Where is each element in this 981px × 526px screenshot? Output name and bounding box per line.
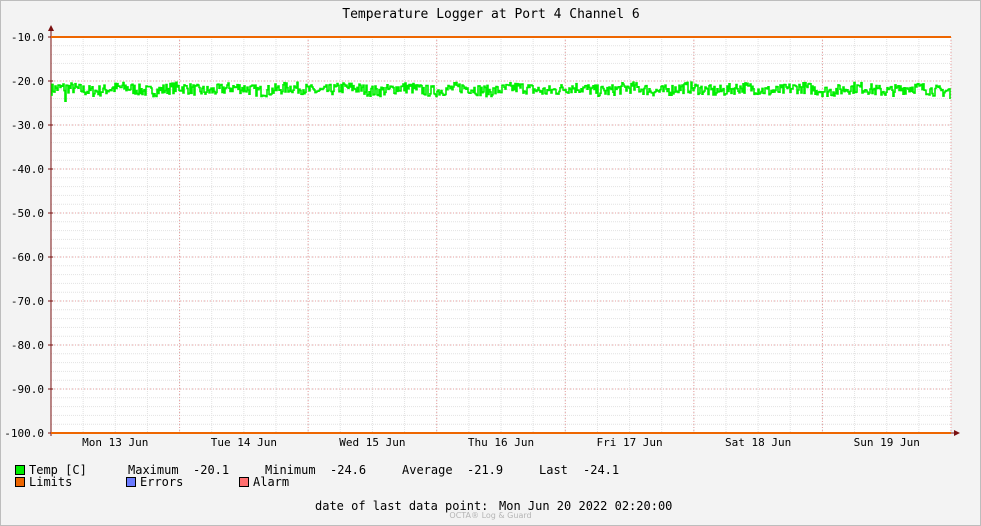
x-tick-label: Thu 16 Jun bbox=[468, 436, 534, 449]
legend-row-series: Limits Errors Alarm bbox=[15, 476, 315, 488]
temp-swatch bbox=[15, 465, 25, 475]
legend-maximum-label: Maximum bbox=[128, 463, 179, 477]
y-axis-arrow bbox=[48, 25, 54, 31]
grid bbox=[50, 36, 952, 434]
y-tick-label: -10.0 bbox=[11, 31, 44, 44]
y-tick-labels: -10.0 -20.0 -30.0 -40.0 -50.0 -60.0 -70.0 -80.0… bbox=[4, 31, 53, 440]
legend-minimum-label: Minimum bbox=[265, 463, 316, 477]
errors-swatch bbox=[126, 477, 136, 487]
last-data-point: date of last data point: Mon Jun 20 2022 … bbox=[315, 499, 672, 513]
last-point-label: date of last data point: bbox=[315, 499, 489, 513]
y-tick-label: -100.0 bbox=[4, 427, 44, 440]
x-tick-label: Wed 15 Jun bbox=[339, 436, 405, 449]
legend-alarm-label: Alarm bbox=[253, 475, 290, 489]
legend-minimum-value: -24.6 bbox=[330, 463, 367, 477]
y-tick-label: -20.0 bbox=[11, 75, 44, 88]
watermark: OCTA® Log & Guard bbox=[449, 511, 532, 520]
temp-line bbox=[51, 81, 951, 102]
y-tick-label: -60.0 bbox=[11, 251, 44, 264]
x-tick-label: Tue 14 Jun bbox=[211, 436, 277, 449]
limits-swatch bbox=[15, 477, 25, 487]
x-tick-label: Sat 18 Jun bbox=[725, 436, 791, 449]
y-tick-label: -40.0 bbox=[11, 163, 44, 176]
legend-last-label: Last bbox=[539, 463, 568, 477]
legend-row-stats: Temp [C] Maximum -20.1 Minimum -24.6 Average -… bbox=[15, 463, 619, 477]
legend-temp-label: Temp [C] bbox=[29, 463, 87, 477]
temp-series bbox=[51, 81, 951, 102]
legend-limits-label: Limits bbox=[29, 475, 73, 489]
legend-last-value: -24.1 bbox=[583, 463, 620, 477]
alarm-swatch bbox=[239, 477, 249, 487]
x-tick-label: Sun 19 Jun bbox=[854, 436, 920, 449]
limit-lines bbox=[51, 36, 951, 434]
legend-errors-label: Errors bbox=[140, 475, 184, 489]
legend-average-value: -21.9 bbox=[467, 463, 504, 477]
y-tick-label: -50.0 bbox=[11, 207, 44, 220]
y-tick-label: -70.0 bbox=[11, 295, 44, 308]
legend-average-label: Average bbox=[402, 463, 453, 477]
x-tick-label: Mon 13 Jun bbox=[82, 436, 148, 449]
x-axis-arrow bbox=[954, 430, 960, 436]
y-tick-label: -80.0 bbox=[11, 339, 44, 352]
chart-title: Temperature Logger at Port 4 Channel 6 bbox=[342, 7, 639, 22]
legend-maximum-value: -20.1 bbox=[193, 463, 230, 477]
y-tick-label: -90.0 bbox=[11, 383, 44, 396]
y-tick-label: -30.0 bbox=[11, 119, 44, 132]
x-tick-labels: Mon 13 Jun Tue 14 Jun Wed 15 Jun Thu 16 Jun… bbox=[82, 436, 920, 449]
last-point-value: Mon Jun 20 2022 02:20:00 bbox=[499, 499, 673, 513]
x-tick-label: Fri 17 Jun bbox=[596, 436, 662, 449]
